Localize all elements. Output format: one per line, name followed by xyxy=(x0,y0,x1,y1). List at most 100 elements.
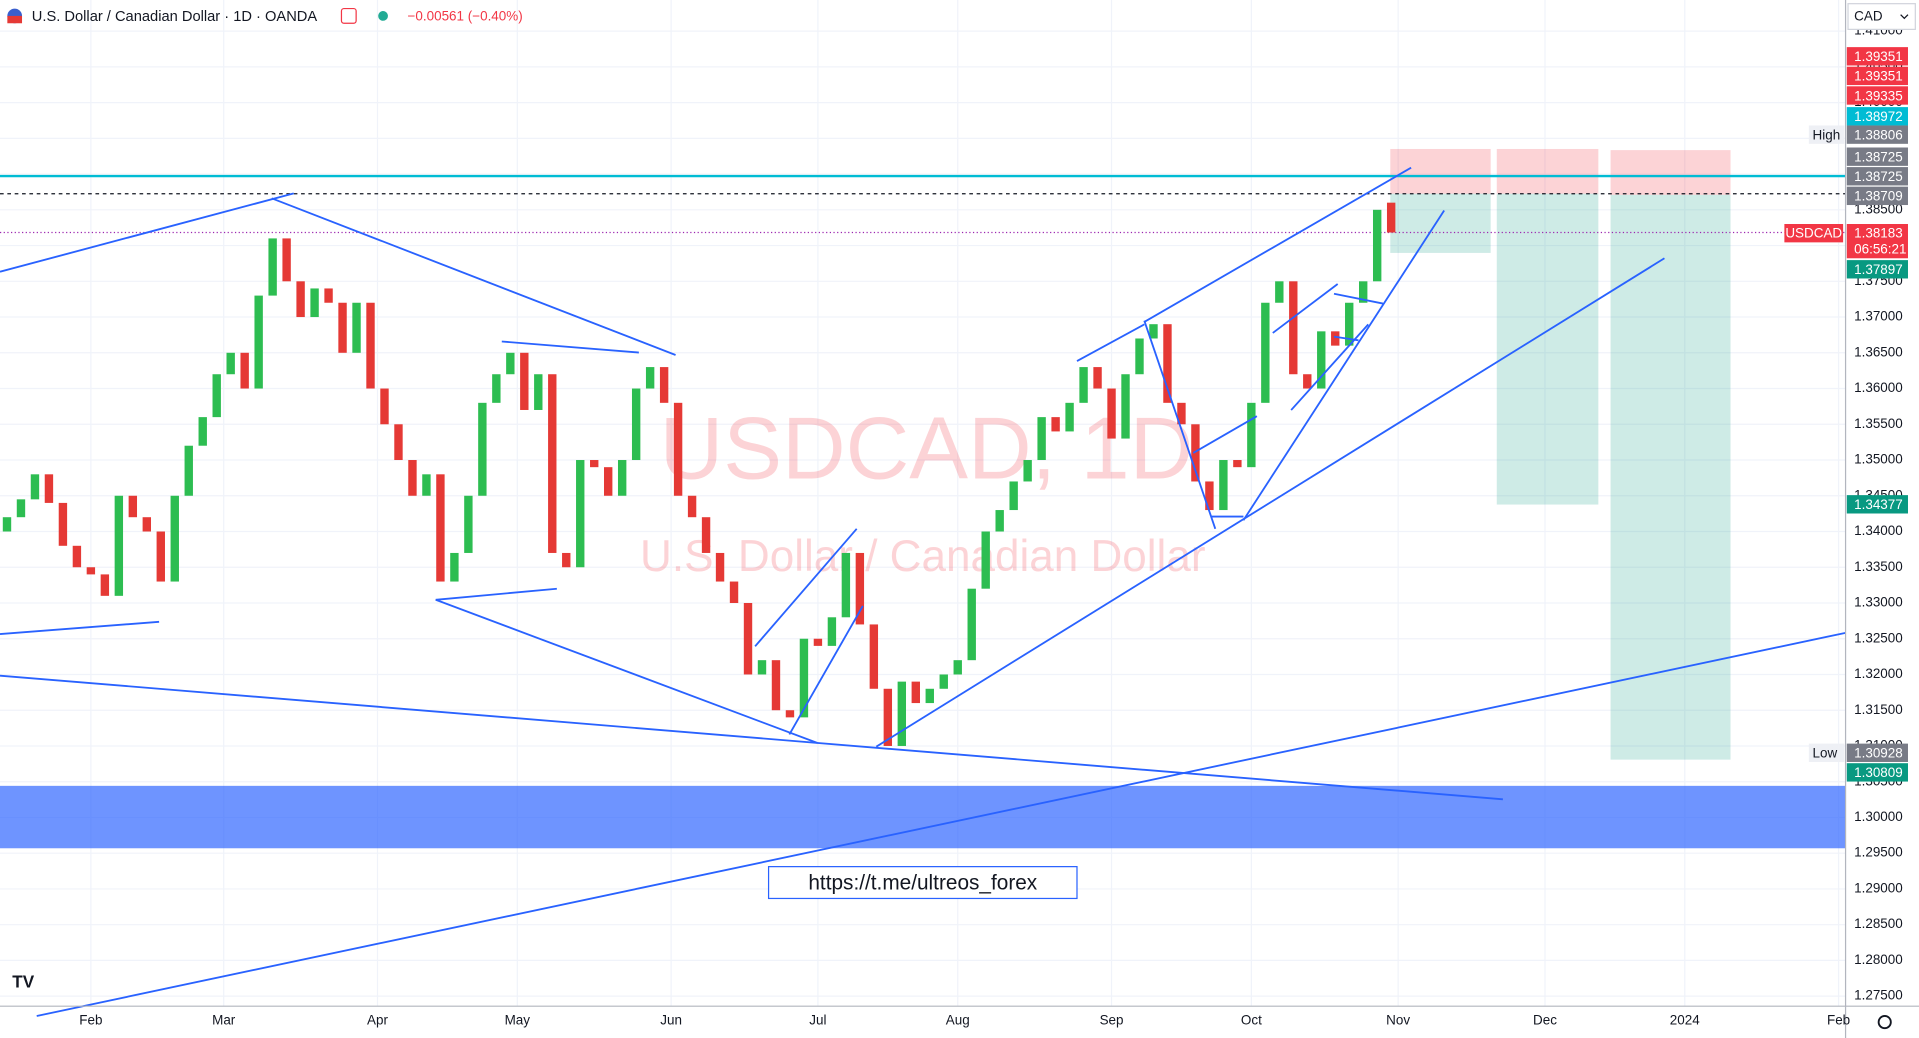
x-tick-label: Aug xyxy=(946,1012,970,1027)
settings-icon[interactable] xyxy=(1877,1015,1892,1030)
price-tag xyxy=(1846,743,1908,762)
candle-body xyxy=(506,352,515,375)
y-tick-label: 1.34000 xyxy=(1854,523,1903,538)
stop-zone xyxy=(1390,148,1491,194)
candle-body xyxy=(813,638,823,646)
candle-body xyxy=(827,617,837,646)
candle-body xyxy=(631,388,641,461)
trendline xyxy=(788,605,864,735)
candle-body xyxy=(1107,388,1116,439)
price-tag xyxy=(1846,147,1908,166)
candle-body xyxy=(604,467,613,496)
trendline xyxy=(36,631,1846,1017)
trendline xyxy=(501,340,639,354)
candle-body xyxy=(1261,302,1270,403)
currency-button[interactable] xyxy=(1847,3,1916,30)
candle-body xyxy=(268,238,277,296)
link[interactable]: https://t.me/ultreos_forex xyxy=(808,871,1037,894)
candle-body xyxy=(86,567,96,575)
candle-body xyxy=(715,552,725,582)
candle-body xyxy=(687,495,697,518)
trendline xyxy=(1242,210,1445,521)
candle-body xyxy=(16,499,26,518)
candle-body xyxy=(156,531,165,582)
flag-icon xyxy=(7,15,23,24)
candle-body xyxy=(254,295,263,389)
candle-body xyxy=(184,445,193,496)
price-tag-label: 1.30809 xyxy=(1854,765,1903,780)
trendline xyxy=(0,620,160,635)
y-tick-label: 1.30000 xyxy=(1854,809,1903,824)
candle-body xyxy=(128,495,138,518)
y-tick-label: 1.27500 xyxy=(1854,988,1903,1003)
trendline xyxy=(1192,415,1258,454)
candle-body xyxy=(1303,374,1312,389)
candle-body xyxy=(380,388,389,425)
candle-body xyxy=(562,552,571,568)
trendline xyxy=(1076,323,1145,362)
candle-body xyxy=(590,460,599,468)
candle-body xyxy=(1023,460,1032,482)
trendline xyxy=(0,674,1503,801)
currency[interactable]: CAD xyxy=(1854,9,1883,24)
x-tick-label: Feb xyxy=(1827,1012,1850,1027)
x-tick-label: Dec xyxy=(1533,1012,1557,1027)
price-tag xyxy=(1846,186,1908,206)
candle-body xyxy=(170,495,179,582)
flag-button[interactable] xyxy=(340,7,357,24)
watermark-subtitle: U.S. Dollar / Canadian Dollar xyxy=(640,532,1205,581)
candle-body xyxy=(729,581,739,603)
levels xyxy=(0,174,1846,234)
y-tick-label: 1.29000 xyxy=(1854,880,1903,895)
candle-body xyxy=(1219,460,1228,511)
target-zone xyxy=(1496,193,1599,505)
candle-body xyxy=(869,624,879,689)
price-tag xyxy=(1846,260,1908,279)
price-tag xyxy=(1846,224,1908,259)
candle-body xyxy=(617,460,627,496)
price-tag-label: 1.34377 xyxy=(1854,497,1903,512)
candle-body xyxy=(44,474,54,503)
tag-caption: High xyxy=(1813,127,1841,142)
stop-zone xyxy=(1610,150,1731,195)
candle-body xyxy=(1191,424,1200,482)
price-tag xyxy=(1846,66,1908,86)
price-tag-label: 1.38725 xyxy=(1854,149,1903,164)
candle-body xyxy=(841,552,851,618)
trendline xyxy=(1290,323,1369,411)
y-tick-label: 1.36000 xyxy=(1854,380,1903,395)
price-tag xyxy=(1846,86,1908,105)
candle-body xyxy=(338,302,347,353)
candle-body xyxy=(1135,338,1144,375)
price-tag xyxy=(1846,167,1908,186)
candle-body xyxy=(967,588,976,661)
x-tick-label: Feb xyxy=(79,1012,102,1027)
link-box xyxy=(767,866,1078,900)
candle-body xyxy=(1121,374,1130,439)
candle-body xyxy=(114,495,124,596)
candle-body xyxy=(897,681,907,746)
candle-body xyxy=(226,352,235,375)
candle-body xyxy=(1275,281,1284,303)
y-tick-label: 1.38500 xyxy=(1854,201,1903,216)
x-tick-label: Jul xyxy=(809,1012,826,1027)
support-zone xyxy=(0,785,1846,849)
candle-body xyxy=(352,302,361,353)
candle-body xyxy=(1051,417,1060,432)
candle-body xyxy=(953,660,962,675)
y-tick-label: 1.29500 xyxy=(1854,845,1903,860)
trendline xyxy=(435,598,818,744)
candle-body xyxy=(548,374,557,553)
candle-body xyxy=(492,374,501,403)
candle-body xyxy=(1177,402,1186,425)
tag-caption-box xyxy=(1808,743,1845,762)
y-tick-label: 1.32500 xyxy=(1854,630,1903,645)
candle-body xyxy=(1079,367,1088,403)
x-tick-label: Mar xyxy=(212,1012,236,1027)
trendline xyxy=(754,528,858,647)
price-tag-label: 1.30928 xyxy=(1854,746,1903,761)
y-tick-label: 1.36500 xyxy=(1854,344,1903,359)
price-tag-label: 1.39351 xyxy=(1854,69,1903,84)
candle-body xyxy=(645,367,655,389)
